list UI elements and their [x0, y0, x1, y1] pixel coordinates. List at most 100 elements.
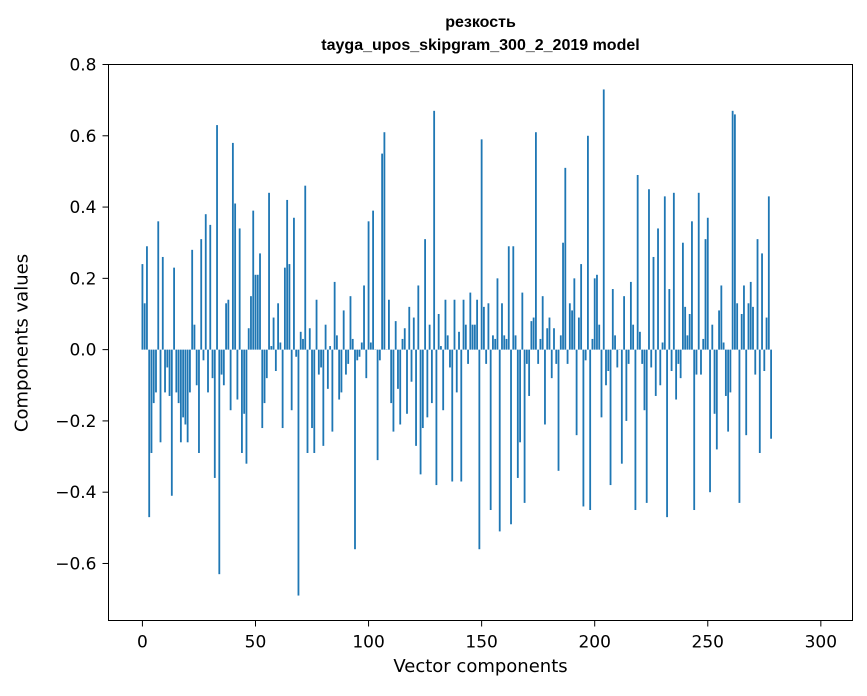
bar	[770, 349, 772, 439]
bar	[155, 349, 157, 393]
x-tick-label: 250	[692, 633, 724, 653]
bar	[620, 349, 623, 464]
bar	[157, 221, 160, 350]
bar	[634, 349, 637, 511]
bar	[704, 239, 707, 350]
bar	[521, 292, 524, 350]
bar	[519, 349, 521, 443]
bar	[243, 349, 246, 414]
bar	[478, 349, 481, 550]
bar	[458, 331, 460, 350]
y-tick-label: 0.0	[69, 341, 96, 361]
plot-frame	[108, 64, 853, 621]
bar	[437, 313, 440, 350]
bar	[691, 221, 693, 350]
bar	[311, 349, 313, 429]
bar	[765, 317, 768, 350]
bar	[304, 185, 307, 350]
bar	[259, 253, 261, 350]
bar	[209, 224, 212, 350]
bar	[607, 349, 610, 372]
bar	[525, 349, 528, 364]
bar	[274, 349, 277, 372]
bar	[605, 349, 607, 386]
bar	[170, 349, 173, 496]
bar	[234, 203, 237, 350]
bar	[514, 335, 517, 350]
bar	[351, 338, 354, 350]
bar	[510, 349, 512, 525]
bar	[736, 303, 739, 350]
bar	[211, 349, 214, 379]
bar	[342, 310, 345, 350]
bar	[548, 317, 551, 350]
bar	[593, 278, 596, 350]
bar	[428, 324, 431, 350]
bar	[277, 303, 280, 350]
bar	[195, 349, 198, 386]
bar	[417, 285, 420, 350]
bar	[544, 349, 546, 425]
bar	[672, 192, 675, 350]
bar	[629, 281, 632, 350]
bar	[469, 292, 472, 350]
bar	[419, 349, 422, 475]
bar	[722, 342, 725, 350]
bar	[523, 349, 526, 503]
bar	[207, 349, 209, 393]
bar	[390, 349, 393, 404]
bar	[222, 349, 225, 386]
bar	[670, 349, 673, 372]
bar	[596, 274, 598, 350]
bar	[480, 139, 483, 350]
bar	[625, 349, 628, 421]
bar	[727, 349, 730, 432]
bar	[550, 349, 553, 379]
x-axis-label: Vector components	[393, 656, 568, 677]
bar	[148, 349, 151, 518]
bar	[403, 328, 406, 350]
bar	[668, 289, 671, 350]
bar	[747, 303, 750, 350]
bar	[297, 349, 300, 596]
bar	[532, 317, 535, 350]
bar	[324, 324, 327, 350]
bar	[401, 338, 404, 350]
bar	[442, 349, 445, 411]
bar	[216, 125, 218, 350]
bar	[720, 285, 723, 350]
bar	[686, 335, 689, 350]
bar	[415, 349, 417, 446]
bar	[724, 349, 727, 396]
bar	[247, 328, 250, 350]
ticks-group: 0 50 100 150 200 250 300 −0.6 −0.4 −0.2 0.0 0.2 0.4 0…	[55, 56, 837, 653]
bar	[749, 281, 752, 350]
bar	[505, 338, 508, 350]
bar	[485, 349, 488, 364]
bar	[426, 349, 429, 418]
bar	[695, 349, 698, 375]
bar	[159, 349, 162, 443]
bar	[166, 349, 169, 368]
bar	[220, 349, 223, 375]
bar	[584, 349, 587, 361]
bar	[204, 214, 207, 350]
bar	[675, 349, 678, 400]
bar	[455, 349, 458, 393]
bar	[738, 349, 741, 503]
bar	[512, 246, 515, 350]
bar	[571, 310, 573, 350]
bar	[449, 349, 451, 368]
bar	[562, 242, 564, 350]
bar	[462, 299, 465, 350]
bar	[535, 132, 537, 350]
bar	[663, 196, 666, 350]
bar	[652, 256, 655, 350]
bar	[281, 349, 284, 429]
bar	[688, 313, 691, 350]
bar	[376, 349, 379, 461]
bar	[290, 349, 293, 411]
bar	[743, 285, 745, 350]
x-tick-label: 100	[352, 633, 384, 653]
bar	[600, 349, 603, 418]
